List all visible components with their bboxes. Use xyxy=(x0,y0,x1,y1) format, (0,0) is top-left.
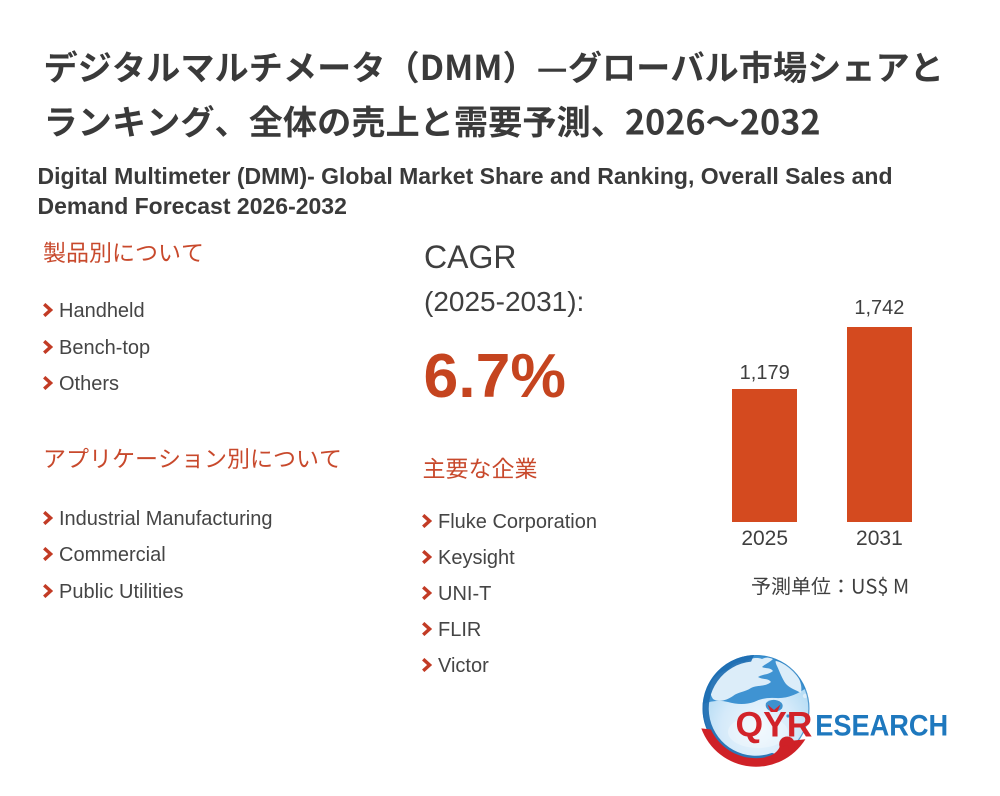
svg-text:ESEARCH: ESEARCH xyxy=(815,709,948,742)
